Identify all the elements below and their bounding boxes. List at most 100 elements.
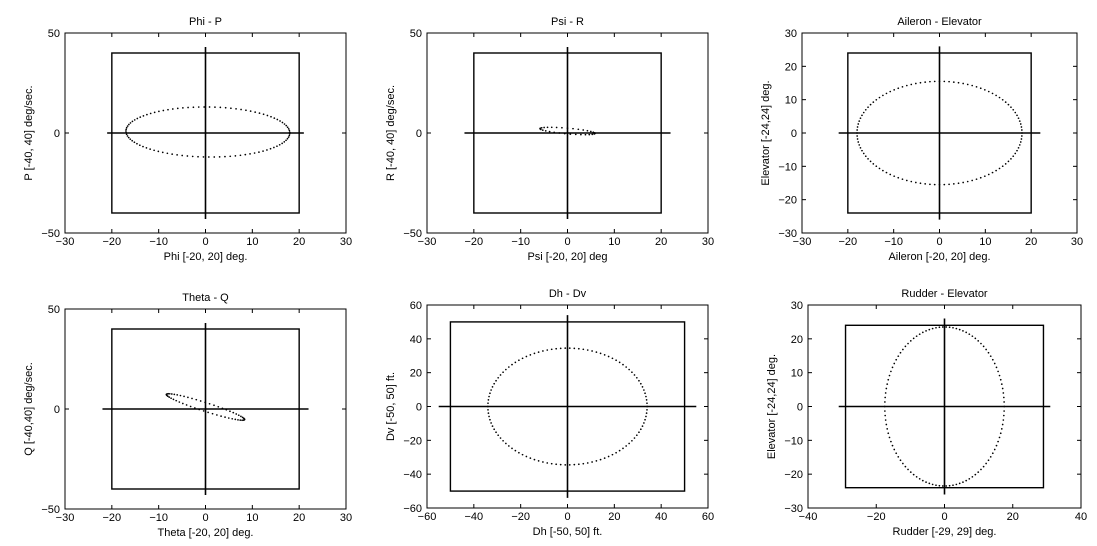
trajectory-point [224,106,227,109]
trajectory-point [224,155,226,158]
trajectory-point [883,405,886,408]
trajectory-point [910,83,913,86]
trajectory-point [886,383,889,385]
y-axis-label: Dv [-50, 50] ft. [385,372,397,441]
trajectory-point [582,462,585,465]
trajectory-point [198,408,201,411]
trajectory-point [166,395,169,398]
trajectory-point [286,137,289,140]
x-tick-label: −40 [464,511,483,523]
trajectory-point [615,451,617,454]
trajectory-point [591,133,594,136]
trajectory-point [962,481,964,483]
trajectory-point [559,347,562,350]
y-tick-label: 10 [785,95,797,107]
trajectory-point [945,326,948,328]
x-tick-label: 20 [293,512,305,524]
trajectory-point [502,439,504,442]
trajectory-point [995,366,998,369]
trajectory-point [208,106,211,108]
trajectory-point [270,115,272,118]
trajectory-point [572,127,574,130]
x-tick-label: 30 [340,236,352,248]
x-axis-label: Aileron [-20, 20] deg. [888,251,990,263]
trajectory-point [890,370,892,373]
trajectory-point [235,107,237,110]
trajectory-point [126,125,129,127]
trajectory-point [240,108,242,111]
trajectory-point [176,107,179,110]
trajectory-point [564,347,567,350]
trajectory-point [977,471,980,473]
trajectory-point [1014,152,1017,155]
trajectory-point [999,432,1002,435]
trajectory-point [631,371,633,374]
trajectory-point [641,386,644,388]
trajectory-point [577,347,580,350]
trajectory-point [213,156,216,158]
x-tick-label: −30 [793,236,812,248]
trajectory-point [884,401,886,403]
x-tick-label: 0 [564,236,570,248]
trajectory-point [1004,101,1007,103]
trajectory-point [490,389,492,391]
trajectory-point [962,330,964,332]
x-axis-label: Theta [-20, 20] deg. [157,527,253,539]
trajectory-point [139,116,142,118]
trajectory-point [887,432,890,435]
trajectory-point [975,178,978,181]
trajectory-point [859,146,862,149]
trajectory-point [884,410,886,412]
trajectory-point [928,482,931,485]
trajectory-point [588,133,591,136]
trajectory-point [925,481,927,483]
trajectory-point [998,436,1001,439]
trajectory-point [639,382,642,385]
x-tick-label: −10 [149,236,168,248]
trajectory-point [249,153,251,155]
trajectory-point [216,414,218,416]
trajectory-point [952,326,954,329]
trajectory-point [1001,165,1004,168]
y-tick-label: 0 [416,402,422,414]
trajectory-point [533,352,536,355]
trajectory-point [856,132,858,134]
trajectory-point [995,94,997,97]
trajectory-point [907,342,909,345]
trajectory-point [861,149,863,152]
trajectory-point [607,355,610,358]
trajectory-point [595,351,598,353]
trajectory-point [131,139,134,142]
trajectory-point [625,445,628,447]
trajectory-point [971,335,974,338]
trajectory-point [287,136,290,138]
y-tick-label: −20 [778,195,797,207]
trajectory-point [1021,135,1023,137]
trajectory-point [511,363,513,366]
trajectory-point [213,404,215,407]
y-tick-label: −40 [403,469,422,481]
trajectory-point [872,163,875,165]
trajectory-point [971,475,974,478]
trajectory [539,126,596,136]
trajectory-point [491,425,494,427]
trajectory-point [555,463,558,466]
trajectory-point [125,133,128,136]
trajectory-point [902,462,904,465]
trajectory-point [897,355,900,358]
trajectory-point [125,126,128,129]
trajectory-point [518,359,520,362]
trajectory-point [269,147,272,150]
trajectory-point [975,85,978,88]
trajectory-point [170,397,172,400]
trajectory-point [858,120,861,122]
trajectory-point [955,327,958,330]
trajectory-point [933,80,936,83]
trajectory-point [491,386,494,388]
trajectory-point [283,123,286,125]
plot-title: Theta - Q [182,292,229,304]
subplot-1: Phi - P Phi [-20, 20] deg. P [-40, 40] deg… [23,16,352,263]
trajectory-point [253,152,256,154]
trajectory-point [943,80,946,83]
trajectory-point [181,402,184,405]
